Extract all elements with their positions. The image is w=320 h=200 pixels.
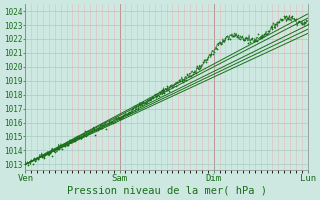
- X-axis label: Pression niveau de la mer( hPa ): Pression niveau de la mer( hPa ): [67, 186, 267, 196]
